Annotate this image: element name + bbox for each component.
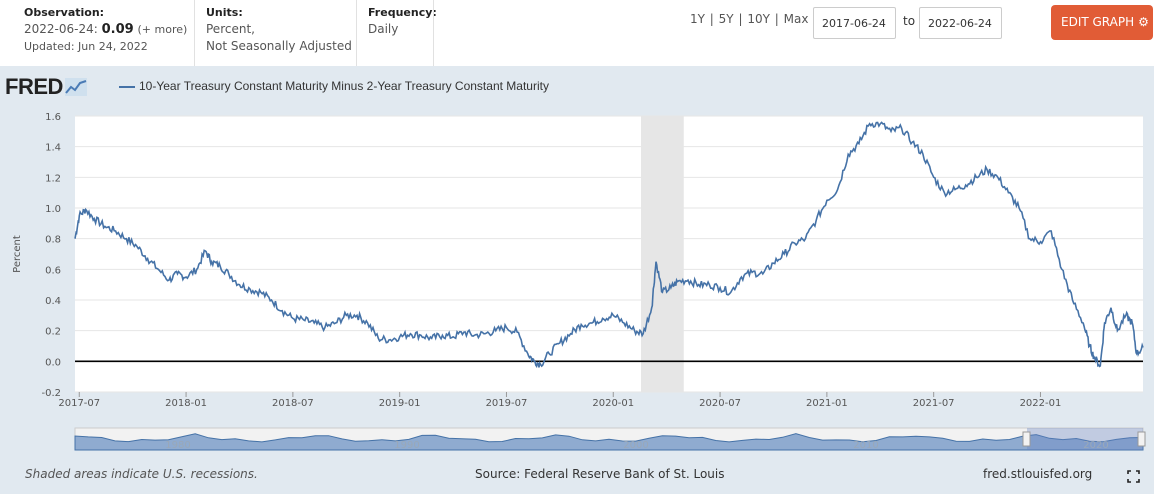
x-tick-label: 2020-01 (592, 398, 634, 409)
observation-label: Observation: (24, 6, 105, 19)
y-tick-label: 1.0 (45, 204, 61, 215)
units-line2: Not Seasonally Adjusted (206, 39, 352, 53)
frequency-label: Frequency: (368, 6, 437, 19)
end-date-input[interactable]: 2022-06-24 (919, 7, 1002, 39)
y-tick-label: 1.4 (45, 143, 61, 154)
navigator-handle-right[interactable] (1137, 431, 1146, 447)
units-panel: Units: Percent, Not Seasonally Adjusted (206, 4, 352, 55)
plot-background (75, 116, 1143, 392)
range-5y-button[interactable]: 5Y (718, 12, 734, 26)
range-separator: | (774, 12, 779, 26)
fullscreen-icon[interactable] (1127, 470, 1140, 483)
x-tick-label: 2018-01 (165, 398, 207, 409)
units-line1: Percent, (206, 22, 255, 36)
site-link[interactable]: fred.stlouisfed.org (983, 467, 1093, 481)
y-tick-label: 0.8 (45, 235, 61, 246)
observation-updated: Updated: Jun 24, 2022 (24, 40, 148, 53)
observation-more-link[interactable]: (+ more) (137, 23, 188, 36)
start-date-input[interactable]: 2017-06-24 (813, 7, 896, 39)
legend-swatch (119, 85, 135, 88)
range-separator: | (738, 12, 743, 26)
navigator-label: 2010 (853, 440, 878, 451)
x-tick-label: 2019-07 (486, 398, 528, 409)
navigator-label: 2000 (623, 440, 648, 451)
navigator-label: 1990 (394, 440, 419, 451)
x-tick-label: 2021-07 (913, 398, 955, 409)
divider (356, 0, 357, 66)
header-bar: Observation: 2022-06-24: 0.09 (+ more) U… (0, 0, 1154, 66)
fred-logo-text: FRED (5, 74, 63, 99)
y-tick-label: 0.2 (45, 327, 61, 338)
range-selector: 1Y | 5Y | 10Y | Max (690, 12, 808, 26)
frequency-value: Daily (368, 22, 399, 36)
x-tick-label: 2021-01 (806, 398, 848, 409)
x-tick-label: 2017-07 (58, 398, 100, 409)
navigator-handle-left[interactable] (1022, 431, 1031, 447)
navigator-label: 1980 (165, 440, 190, 451)
y-tick-label: 1.2 (45, 173, 61, 184)
edit-graph-button[interactable]: EDIT GRAPH ⚙ (1051, 5, 1153, 40)
y-tick-label: 0.6 (45, 265, 61, 276)
series-line (74, 121, 1144, 369)
y-tick-label: -0.2 (41, 388, 61, 399)
range-1y-button[interactable]: 1Y (690, 12, 705, 26)
observation-value: 0.09 (101, 22, 134, 37)
y-tick-label: 1.6 (45, 112, 61, 123)
recession-shade (641, 116, 684, 392)
trend-line-icon (64, 78, 87, 96)
divider (194, 0, 195, 66)
y-axis-label: Percent (12, 235, 23, 273)
x-tick-label: 2018-07 (272, 398, 314, 409)
source-text: Source: Federal Reserve Bank of St. Loui… (475, 467, 725, 481)
fred-logo: FRED (5, 74, 87, 100)
range-10y-button[interactable]: 10Y (747, 12, 770, 26)
observation-panel: Observation: 2022-06-24: 0.09 (+ more) U… (24, 4, 187, 55)
line-chart: -0.2 0.0 0.2 0.4 0.6 0.8 1.0 1.2 1.4 1.6 2017-07 20… (12, 112, 1146, 451)
recession-note: Shaded areas indicate U.S. recessions. (25, 467, 258, 481)
divider (433, 0, 434, 66)
observation-date: 2022-06-24: (24, 22, 98, 36)
x-tick-label: 2020-07 (699, 398, 741, 409)
range-max-button[interactable]: Max (783, 12, 809, 26)
x-tick-label: 2019-01 (379, 398, 421, 409)
x-tick-label: 2022-01 (1020, 398, 1062, 409)
range-separator: | (709, 12, 714, 26)
series-legend[interactable]: 10-Year Treasury Constant Maturity Minus… (119, 79, 549, 93)
navigator-series (74, 433, 1144, 451)
y-tick-label: 0.4 (45, 296, 61, 307)
y-tick-label: 0.0 (45, 357, 61, 368)
edit-graph-label: EDIT GRAPH (1061, 15, 1135, 29)
date-range-to-label: to (903, 14, 916, 28)
legend-label: 10-Year Treasury Constant Maturity Minus… (139, 79, 549, 93)
navigator-selection[interactable] (1027, 428, 1143, 450)
gear-icon: ⚙ (1138, 15, 1149, 29)
navigator-label: 2020 (1083, 440, 1108, 451)
frequency-panel: Frequency: Daily (368, 4, 437, 38)
units-label: Units: (206, 6, 243, 19)
